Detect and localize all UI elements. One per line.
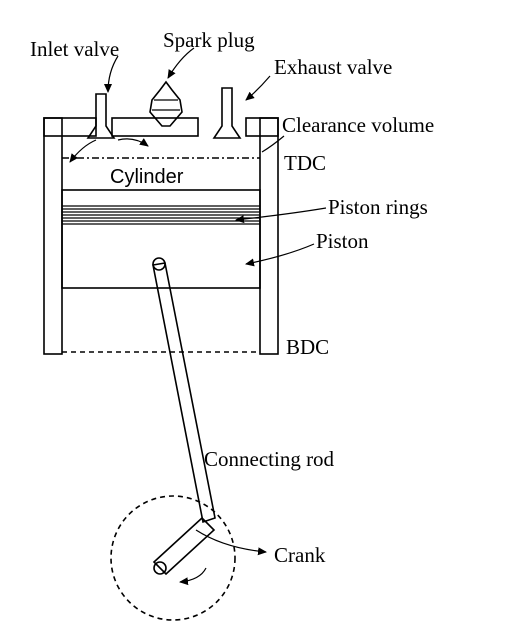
piston-rings bbox=[62, 205, 260, 225]
rotation-arrow bbox=[179, 567, 207, 586]
exhaust-valve bbox=[212, 87, 242, 139]
inlet-flow-arrow bbox=[69, 139, 97, 163]
cylinder-label: Cylinder bbox=[110, 166, 184, 188]
piston bbox=[61, 189, 261, 289]
piston-leader bbox=[245, 243, 315, 267]
cylinder-walls bbox=[43, 117, 279, 355]
crank-circle bbox=[110, 495, 236, 621]
inlet-valve bbox=[86, 93, 116, 139]
left-wall bbox=[43, 117, 63, 355]
crank-label: Crank bbox=[274, 543, 326, 567]
bdc-label: BDC bbox=[286, 335, 329, 359]
connecting-rod bbox=[152, 257, 216, 524]
gudgeon-pin bbox=[152, 257, 166, 271]
tdc-label: TDC bbox=[284, 151, 326, 175]
spark-plug-label: Spark plug bbox=[163, 28, 255, 52]
crank-center bbox=[153, 561, 167, 575]
piston-rings-leader bbox=[235, 207, 327, 224]
inlet-valve-leader bbox=[104, 55, 119, 93]
right-wall bbox=[259, 117, 279, 355]
spark-plug-leader bbox=[167, 47, 195, 79]
inlet-valve-label: Inlet valve bbox=[30, 37, 119, 61]
cylinder-head bbox=[43, 117, 279, 137]
connecting-rod-label: Connecting rod bbox=[204, 447, 335, 471]
crank-arm bbox=[152, 516, 216, 576]
clearance-leader bbox=[261, 135, 285, 153]
piston-rings-label: Piston rings bbox=[328, 195, 428, 219]
head-flow-arrow bbox=[117, 138, 149, 147]
piston-label: Piston bbox=[316, 229, 369, 253]
clearance-volume-label: Clearance volume bbox=[282, 113, 434, 137]
spark-plug bbox=[149, 80, 183, 127]
crank-leader bbox=[195, 529, 267, 556]
exhaust-valve-leader bbox=[245, 75, 271, 101]
exhaust-valve-label: Exhaust valve bbox=[274, 55, 392, 79]
